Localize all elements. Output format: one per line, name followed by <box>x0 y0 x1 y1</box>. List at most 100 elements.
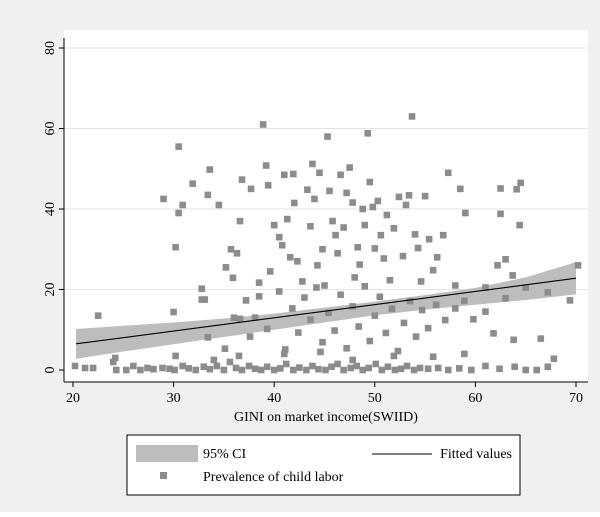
data-point-161 <box>497 210 504 218</box>
data-point-53 <box>444 366 452 374</box>
data-point-122 <box>337 171 344 179</box>
data-point-75 <box>175 209 182 217</box>
data-point-27 <box>270 366 278 374</box>
data-point-55 <box>468 366 475 374</box>
data-point-78 <box>189 180 197 187</box>
data-point-88 <box>233 249 241 257</box>
data-point-170 <box>198 296 206 303</box>
data-point-86 <box>229 274 237 282</box>
data-point-160 <box>494 262 501 269</box>
data-point-22 <box>238 366 246 374</box>
data-point-111 <box>309 160 316 168</box>
data-point-83 <box>215 201 223 209</box>
data-point-184 <box>319 338 326 346</box>
data-point-2 <box>89 364 97 372</box>
data-point-39 <box>347 364 354 372</box>
data-point-52 <box>434 364 442 372</box>
data-point-3 <box>109 358 117 366</box>
data-point-112 <box>311 195 318 203</box>
data-point-123 <box>340 224 347 231</box>
data-point-29 <box>282 360 290 368</box>
data-point-30 <box>290 366 297 374</box>
data-point-167 <box>517 179 524 187</box>
data-point-8 <box>144 364 151 372</box>
data-point-23 <box>245 362 253 370</box>
data-point-31 <box>296 364 303 371</box>
data-point-166 <box>516 221 523 229</box>
data-point-115 <box>319 245 326 253</box>
data-point-118 <box>326 187 333 195</box>
data-point-0 <box>71 362 79 370</box>
data-point-204 <box>441 316 449 324</box>
data-point-195 <box>382 329 390 337</box>
data-point-179 <box>289 305 296 312</box>
data-point-135 <box>371 245 379 252</box>
data-point-14 <box>185 365 192 372</box>
data-point-33 <box>309 362 316 370</box>
data-point-198 <box>400 319 408 327</box>
data-point-26 <box>263 363 271 371</box>
data-point-95 <box>259 121 267 128</box>
data-point-127 <box>351 274 358 281</box>
data-point-158 <box>462 209 469 217</box>
data-point-16 <box>200 363 208 371</box>
data-point-212 <box>522 284 529 291</box>
data-point-96 <box>262 162 270 169</box>
data-point-79 <box>198 285 206 292</box>
data-point-67 <box>280 350 288 358</box>
data-point-49 <box>410 366 418 374</box>
data-point-193 <box>371 312 379 319</box>
data-point-205 <box>451 305 459 312</box>
data-point-197 <box>394 347 402 355</box>
data-point-7 <box>137 366 144 374</box>
data-point-43 <box>372 360 380 368</box>
data-point-45 <box>384 363 392 371</box>
data-point-32 <box>303 366 310 374</box>
data-point-190 <box>355 323 363 330</box>
data-point-4 <box>112 366 120 374</box>
data-point-89 <box>236 217 244 225</box>
x-tick-label-50: 50 <box>368 391 382 406</box>
data-point-208 <box>482 308 489 315</box>
data-point-124 <box>343 189 350 197</box>
data-point-156 <box>451 282 459 289</box>
data-point-131 <box>361 221 369 229</box>
data-point-132 <box>364 130 372 137</box>
fitted-line <box>75 277 577 345</box>
legend-ci-label: 95% CI <box>203 447 247 462</box>
data-point-99 <box>270 221 278 229</box>
data-point-177 <box>275 288 283 295</box>
y-tick-label-20: 20 <box>43 283 58 297</box>
data-point-18 <box>213 362 221 370</box>
x-axis-label: GINI on market income(SWIID) <box>234 410 418 425</box>
y-tick-label-80: 80 <box>43 41 58 55</box>
data-point-28 <box>276 365 284 372</box>
data-point-13 <box>179 362 186 370</box>
data-point-60 <box>533 366 541 374</box>
data-point-76 <box>175 143 182 150</box>
data-point-36 <box>328 363 335 371</box>
data-point-128 <box>354 243 361 251</box>
data-point-191 <box>361 282 369 290</box>
data-point-106 <box>291 199 298 207</box>
data-point-121 <box>334 249 341 257</box>
data-point-110 <box>307 223 314 230</box>
data-point-136 <box>374 197 382 205</box>
data-point-56 <box>482 362 489 370</box>
data-point-188 <box>343 344 350 352</box>
data-point-130 <box>359 205 367 213</box>
data-point-178 <box>281 346 289 353</box>
data-point-157 <box>457 185 464 193</box>
data-point-174 <box>246 333 254 340</box>
data-point-203 <box>432 301 440 309</box>
data-point-63 <box>111 354 119 362</box>
data-point-10 <box>159 364 166 372</box>
data-point-70 <box>390 352 398 360</box>
data-point-46 <box>391 366 399 374</box>
x-tick-label-30: 30 <box>167 391 181 406</box>
data-point-134 <box>369 203 377 211</box>
data-point-216 <box>574 262 582 269</box>
data-point-199 <box>406 297 414 305</box>
data-point-125 <box>346 164 353 171</box>
